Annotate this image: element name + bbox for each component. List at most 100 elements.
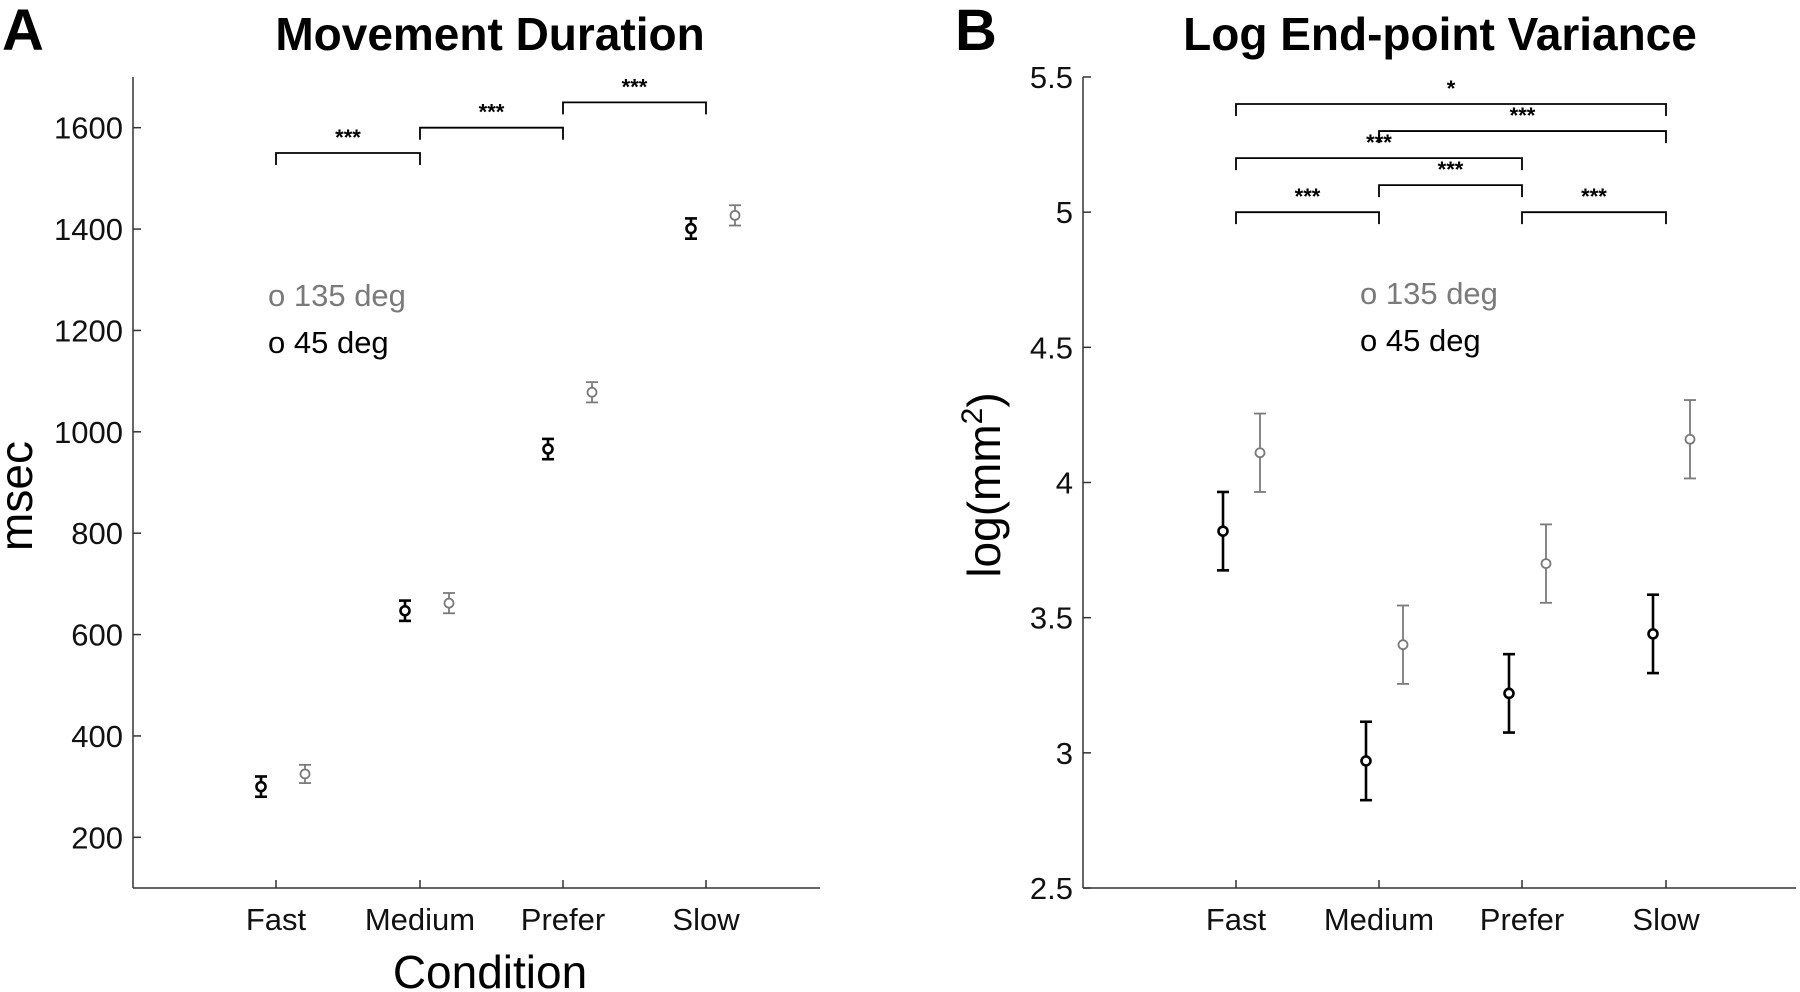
panel-a-title: Movement Duration <box>275 8 704 60</box>
panel-a-y-tick-label: 1400 <box>54 212 123 247</box>
panel-b-data-marks <box>1217 399 1696 802</box>
panel-b-significance-bracket: *** <box>1521 184 1667 225</box>
panel-b-point-135-deg-medium <box>1397 604 1409 685</box>
panel-a-bracket-line <box>275 152 421 166</box>
panel-a-data-point <box>586 386 598 398</box>
panel-b-y-tick-label: 2.5 <box>1030 871 1073 906</box>
panel-a-data-point <box>255 780 267 793</box>
panel-a-point-135-deg-fast <box>299 763 311 784</box>
panel-a-axes <box>132 77 820 889</box>
panel-a-x-tick-label: Slow <box>672 902 740 937</box>
panel-b-significance-label: *** <box>1295 184 1321 209</box>
panel-b-x-tick-label: Slow <box>1632 902 1700 937</box>
panel-a-y-tick-label: 1200 <box>54 313 123 348</box>
panel-a-point-45-deg-fast <box>255 775 267 799</box>
panel-b-point-45-deg-prefer <box>1503 652 1515 734</box>
panel-b-point-135-deg-prefer <box>1540 523 1552 604</box>
panel-b-y-tick-label: 4 <box>1056 466 1073 501</box>
panel-b-y-label-close: ) <box>958 392 1010 407</box>
panel-b-data-point <box>1684 433 1696 445</box>
panel-b-significance-bracket: *** <box>1235 184 1380 225</box>
panel-a-data-point <box>685 222 697 235</box>
panel-a-point-135-deg-slow <box>729 204 741 227</box>
panel-a-legend: o 135 deg o 45 deg <box>268 278 406 360</box>
panel-a-x-axis-label: Condition <box>393 946 587 992</box>
panel-a-data-point <box>399 604 411 617</box>
panel-a-data-point <box>729 209 741 221</box>
panel-a-significance: *** *** *** <box>275 74 707 166</box>
panel-a-y-tick-label: 400 <box>71 719 123 754</box>
panel-a-data-point <box>443 597 455 609</box>
panel-a-bracket-line <box>419 126 564 140</box>
panel-b-data-point <box>1647 628 1659 640</box>
panel-b-x-tick-label: Prefer <box>1480 902 1564 937</box>
panel-b-data-point <box>1217 525 1229 537</box>
panel-b-y-tick-label: 4.5 <box>1030 330 1073 365</box>
panel-b-point-135-deg-slow <box>1684 399 1696 480</box>
panel-a-x-tick-label: Medium <box>365 902 475 937</box>
panel-b-title: Log End-point Variance <box>1183 8 1697 60</box>
panel-a-y-tick-label: 1000 <box>54 415 123 450</box>
panel-a: A Movement Duration 200 400 600 800 1000 1200… <box>0 0 820 992</box>
panel-b-x-tick-label: Medium <box>1324 902 1434 937</box>
panel-b-significance-bracket: *** <box>1378 103 1667 144</box>
panel-b-bracket-line <box>1235 157 1523 171</box>
panel-b-y-tick-label: 5 <box>1056 195 1073 230</box>
panel-a-y-axis-label: msec <box>0 441 42 551</box>
panel-b-point-45-deg-slow <box>1647 593 1659 675</box>
panel-a-ticks: 200 400 600 800 1000 1200 1400 1600 Fast Medium Pr… <box>54 111 740 937</box>
panel-b-significance-label: *** <box>1438 157 1464 182</box>
panel-b-y-label-main: log(mm <box>958 424 1010 577</box>
panel-b-bracket-line <box>1378 130 1667 144</box>
panel-b-point-45-deg-medium <box>1360 720 1372 802</box>
panel-b-data-point <box>1540 558 1552 569</box>
panel-a-point-45-deg-medium <box>399 599 411 623</box>
panel-a-y-tick-label: 800 <box>71 516 123 551</box>
panel-b-ticks: 2.5 3 3.5 4 4.5 5 5.5 Fast Medium Prefer Slow <box>1030 60 1700 937</box>
panel-b-bracket-line <box>1235 103 1667 117</box>
panel-b-y-label-sup: 2 <box>956 408 989 425</box>
panel-a-significance-label: *** <box>479 100 505 125</box>
panel-b-legend-135: o 135 deg <box>1360 276 1498 311</box>
panel-b-data-point <box>1397 639 1409 651</box>
panel-a-significance-bracket: *** <box>419 100 564 140</box>
panel-b-y-tick-label: 5.5 <box>1030 60 1073 95</box>
panel-b-data-point <box>1360 755 1372 767</box>
panel-a-data-point <box>299 768 311 780</box>
panel-b-significance-bracket: *** <box>1378 157 1523 198</box>
panel-a-point-45-deg-prefer <box>542 437 554 461</box>
panel-a-letter: A <box>2 0 44 63</box>
panel-b-bracket-line <box>1521 211 1667 225</box>
panel-b-data-point <box>1503 687 1515 700</box>
panel-a-data-marks <box>255 204 741 799</box>
panel-b-bracket-line <box>1235 211 1380 225</box>
panel-a-point-45-deg-slow <box>685 217 697 240</box>
panel-b-y-tick-label: 3.5 <box>1030 601 1073 636</box>
panel-b-y-tick-label: 3 <box>1056 736 1073 771</box>
panel-b-point-135-deg-fast <box>1254 412 1266 493</box>
panel-a-y-tick-label: 1600 <box>54 111 123 146</box>
panel-a-x-tick-label: Fast <box>246 902 307 937</box>
panel-a-significance-bracket: *** <box>562 74 707 115</box>
panel-b: B Log End-point Variance 2.5 3 3.5 4 4.5 5 5.5… <box>955 0 1796 937</box>
panel-b-point-45-deg-fast <box>1217 490 1229 572</box>
panel-b-legend-45: o 45 deg <box>1360 323 1481 358</box>
panel-b-significance-label: * <box>1447 76 1456 101</box>
panel-a-y-tick-label: 600 <box>71 618 123 653</box>
panel-a-significance-label: *** <box>335 125 361 150</box>
panel-a-bracket-line <box>562 101 707 115</box>
panel-a-y-tick-label: 200 <box>71 820 123 855</box>
panel-b-letter: B <box>955 0 997 63</box>
panel-b-significance-bracket: * <box>1235 76 1667 117</box>
panel-b-legend: o 135 deg o 45 deg <box>1360 276 1498 358</box>
panel-a-legend-45: o 45 deg <box>268 325 389 360</box>
panel-a-significance-bracket: *** <box>275 125 421 166</box>
panel-a-significance-label: *** <box>622 74 648 99</box>
panel-b-significance-label: *** <box>1510 103 1536 128</box>
panel-b-data-point <box>1254 447 1266 459</box>
panel-a-legend-135: o 135 deg <box>268 278 406 313</box>
panel-b-significance-label: *** <box>1581 184 1607 209</box>
panel-b-bracket-line <box>1378 184 1523 198</box>
panel-b-x-tick-label: Fast <box>1206 902 1267 937</box>
